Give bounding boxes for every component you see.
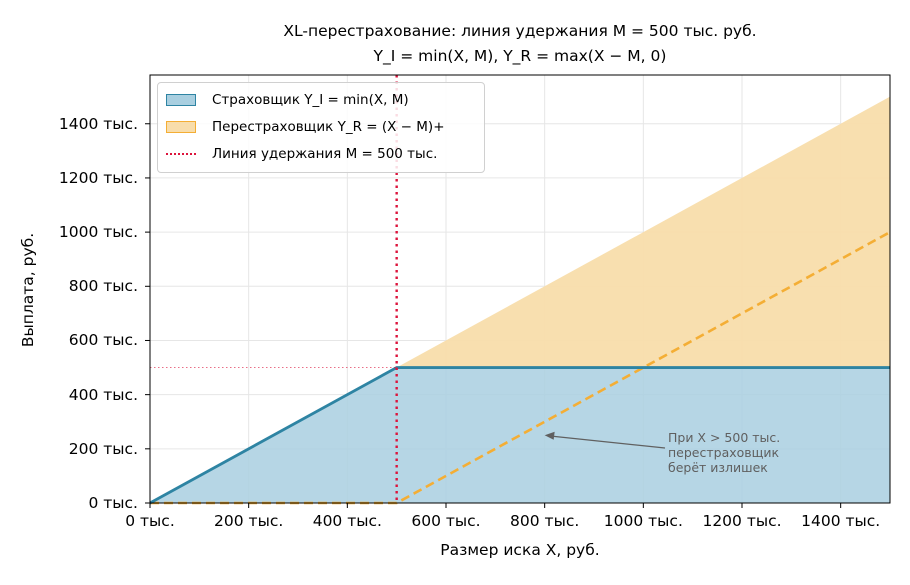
legend-label-reinsurer: Перестраховщик Y_R = (X − M)+: [212, 119, 445, 135]
annotation-text: При X > 500 тыс. перестраховщик берёт из…: [668, 430, 781, 475]
areas: [150, 96, 890, 503]
legend-item-retention: Линия удержания M = 500 тыс.: [166, 144, 437, 164]
legend-item-reinsurer: Перестраховщик Y_R = (X − M)+: [166, 117, 445, 137]
y-tick-label-0: 0 тыс.: [88, 494, 138, 512]
axes: [145, 74, 891, 508]
annotation-arrow: [544, 431, 666, 449]
x-tick-label-3: 600 тыс.: [411, 512, 481, 530]
x-tick-label-0: 0 тыс.: [125, 512, 175, 530]
y-tick-label-1: 200 тыс.: [68, 439, 138, 458]
chart-title-line2: Y_I = min(X, M), Y_R = max(X − M, 0): [373, 47, 667, 65]
x-tick-label-7: 1400 тыс.: [801, 512, 881, 530]
chart-title-line1: XL-перестрахование: линия удержания M = …: [283, 22, 757, 40]
legend: Страховщик Y_I = min(X, M) Перестраховщи…: [157, 82, 485, 173]
legend-item-insurer: Страховщик Y_I = min(X, M): [166, 90, 409, 110]
y-tick-label-6: 1200 тыс.: [58, 168, 138, 187]
y-tick-label-7: 1400 тыс.: [58, 114, 138, 133]
x-tick-label-6: 1200 тыс.: [702, 512, 782, 530]
y-tick-label-5: 1000 тыс.: [58, 223, 138, 242]
insurer-area: [150, 367, 890, 503]
legend-swatch-insurer: [166, 94, 196, 106]
legend-swatch-reinsurer: [166, 121, 196, 133]
legend-label-insurer: Страховщик Y_I = min(X, M): [212, 92, 409, 108]
x-tick-label-1: 200 тыс.: [214, 512, 284, 530]
x-tick-label-4: 800 тыс.: [510, 512, 580, 530]
x-tick-label-2: 400 тыс.: [312, 512, 382, 530]
legend-swatch-retention: [166, 153, 196, 155]
reinsurer-area: [150, 96, 890, 503]
legend-label-retention: Линия удержания M = 500 тыс.: [212, 146, 438, 162]
plot-frame: [149, 74, 891, 504]
y-tick-label-3: 600 тыс.: [68, 331, 138, 350]
x-axis-label: Размер иска X, руб.: [440, 541, 600, 559]
y-axis-label: Выплата, руб.: [19, 232, 37, 348]
y-tick-label-4: 800 тыс.: [68, 277, 138, 296]
annotation-arrow-head: [544, 431, 555, 440]
annotation-arrow-shaft: [552, 435, 666, 449]
y-tick-label-2: 400 тыс.: [68, 385, 138, 404]
x-tick-label-5: 1000 тыс.: [603, 512, 683, 530]
